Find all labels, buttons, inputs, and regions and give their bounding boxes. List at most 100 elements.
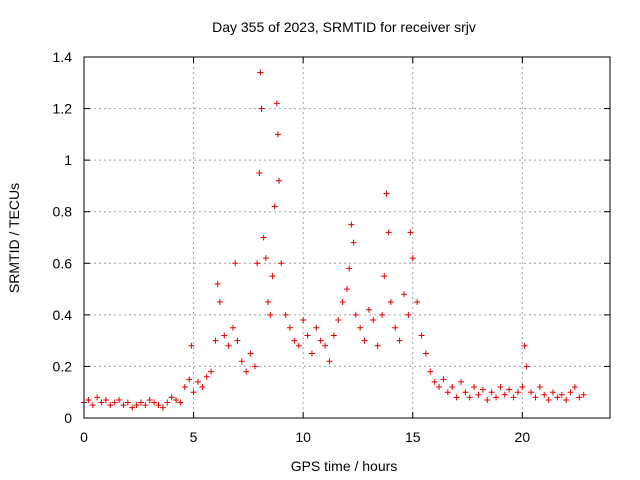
data-point [260,234,267,241]
data-point [493,394,500,401]
data-point [111,399,118,406]
plot-frame [83,56,611,419]
data-point [258,105,265,112]
data-point [308,350,315,357]
data-point [385,229,392,236]
data-point [370,317,377,324]
data-point [510,394,517,401]
data-point [225,342,232,349]
data-point [519,384,526,391]
data-point [326,358,333,365]
data-point [322,342,329,349]
data-point [151,399,158,406]
data-point [276,177,283,184]
data-point [374,342,381,349]
data-point [251,363,258,370]
data-point [400,291,407,298]
data-points [81,69,587,411]
data-point [137,399,144,406]
data-point [232,260,239,267]
y-tick-label: 1 [64,152,72,168]
data-point [479,386,486,393]
data-point [203,373,210,380]
data-point [304,332,311,339]
data-point [146,396,153,403]
data-point [291,337,298,344]
data-point [102,396,109,403]
x-tick-label: 15 [405,429,421,445]
data-point [453,394,460,401]
data-point [471,384,478,391]
data-point [278,260,285,267]
data-point [352,311,359,318]
data-point [501,391,508,398]
data-point [348,221,355,228]
data-point [173,396,180,403]
data-point [396,337,403,344]
y-tick-label: 1.2 [53,101,73,117]
data-point [528,389,535,396]
data-point [300,317,307,324]
data-point [532,394,539,401]
y-tick-label: 0.4 [53,307,73,323]
y-tick-label: 0 [64,410,72,426]
data-point [580,391,587,398]
data-point [506,386,513,393]
data-point [365,306,372,313]
data-point [521,342,528,349]
data-point [212,337,219,344]
y-tick-label: 0.8 [53,204,73,220]
data-point [313,324,320,331]
data-point [462,389,469,396]
data-point [247,350,254,357]
data-point [357,324,364,331]
data-point [234,337,241,344]
tick-labels: 0 0.2 0.4 0.6 0.8 1 1.2 1.4 0 5 10 15 20 [53,49,531,445]
data-point [181,384,188,391]
data-point [405,311,412,318]
data-point [558,391,565,398]
data-point [475,391,482,398]
data-point [177,399,184,406]
data-point [155,402,162,409]
data-point [571,384,578,391]
data-point [392,324,399,331]
data-point [142,402,149,409]
data-point [194,378,201,385]
data-point [466,394,473,401]
axis-ticks [83,56,610,419]
data-point [422,350,429,357]
data-point [282,311,289,318]
data-point [107,402,114,409]
data-point [536,384,543,391]
data-point [541,391,548,398]
data-point [346,265,353,272]
data-point [199,384,206,391]
y-tick-label: 0.6 [53,255,73,271]
data-point [576,394,583,401]
data-point [89,402,96,409]
data-point [449,384,456,391]
data-point [379,311,386,318]
data-point [254,260,261,267]
y-axis-label: SRMTID / TECUs [6,183,22,293]
data-point [457,378,464,385]
data-point [431,378,438,385]
data-point [257,69,264,76]
data-point [440,376,447,383]
x-tick-label: 5 [190,429,198,445]
y-tick-label: 0.2 [53,358,73,374]
data-point [129,404,136,411]
x-tick-label: 20 [515,429,531,445]
data-point [427,368,434,375]
data-point [98,399,105,406]
data-point [418,332,425,339]
data-point [230,324,237,331]
data-point [94,394,101,401]
data-point [243,368,250,375]
data-point [409,255,416,262]
data-point [545,396,552,403]
data-point [436,384,443,391]
data-point [317,337,324,344]
data-point [208,368,215,375]
